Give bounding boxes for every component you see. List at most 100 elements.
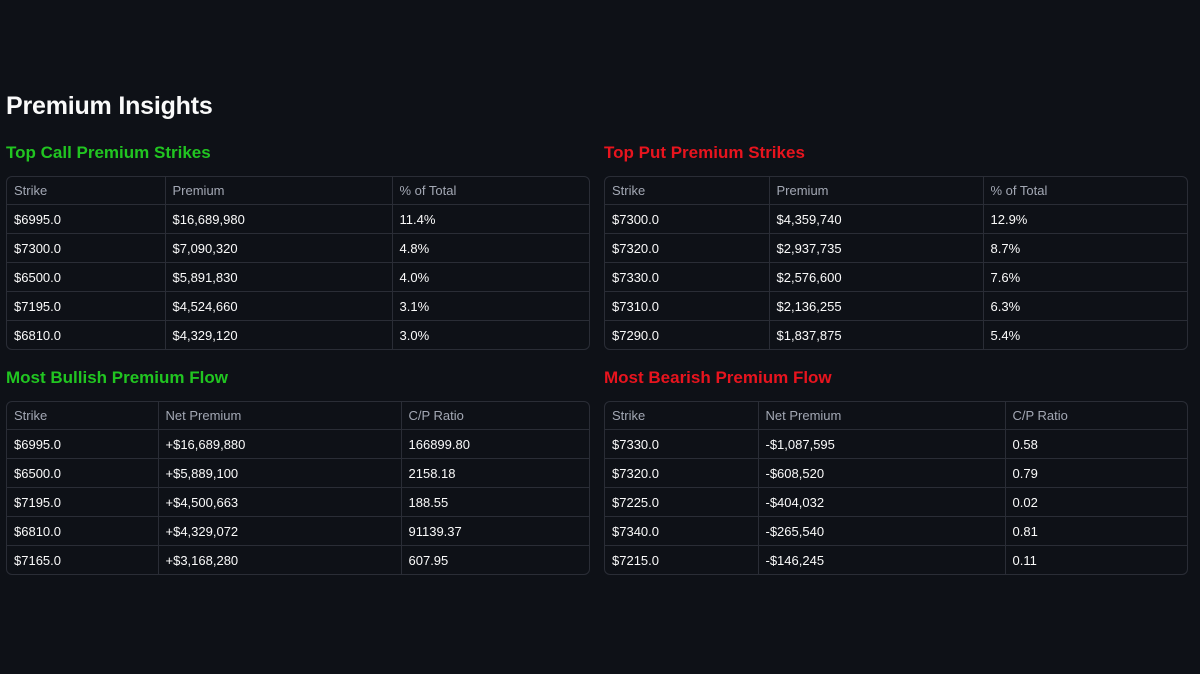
table-row: $7195.0 $4,524,660 3.1% (7, 291, 589, 321)
table-row: $7300.0 $7,090,320 4.8% (7, 233, 589, 263)
table-row: $6995.0 $16,689,980 11.4% (7, 204, 589, 234)
pct-total-cell[interactable]: 7.6% (983, 262, 1187, 292)
strike-cell[interactable]: $7330.0 (605, 262, 770, 292)
cp-ratio-cell[interactable]: 2158.18 (401, 458, 589, 488)
net-premium-cell[interactable]: -$404,032 (758, 487, 1006, 517)
premium-cell[interactable]: $16,689,980 (165, 204, 393, 234)
premium-cell[interactable]: $2,937,735 (769, 233, 984, 263)
cp-ratio-cell[interactable]: 0.11 (1012, 552, 1037, 568)
bullish-flow-table[interactable]: Strike Net Premium C/P Ratio $6995.0 +$16… (6, 401, 590, 575)
cp-ratio-cell[interactable]: 0.81 (1005, 516, 1187, 546)
strike-cell[interactable]: $7195.0 (7, 487, 159, 517)
premium-cell[interactable]: $4,329,120 (165, 320, 393, 349)
strike-cell[interactable]: $7320.0 (605, 458, 759, 488)
table-row: $7225.0 -$404,032 0.02 (605, 487, 1187, 517)
premium-cell[interactable]: $1,837,875 (769, 320, 984, 349)
column-header-premium[interactable]: Premium (165, 177, 393, 205)
table-row: $7330.0 -$1,087,595 0.58 (605, 429, 1187, 459)
column-header-pct-total[interactable]: % of Total (983, 177, 1187, 205)
cp-ratio-cell[interactable]: 0.58 (1005, 429, 1187, 459)
column-header-strike[interactable]: Strike (7, 402, 159, 430)
net-premium-cell[interactable]: -$146,245 (758, 545, 1006, 574)
strike-cell[interactable]: $7165.0 (7, 545, 159, 574)
net-premium-cell[interactable]: -$1,087,595 (758, 429, 1006, 459)
table-row: $7165.0 +$3,168,280 607.95 (7, 545, 589, 574)
column-header-strike[interactable]: Strike (605, 177, 770, 205)
table-header-row: Strike Premium % of Total (605, 177, 1187, 205)
strike-cell[interactable]: $7225.0 (605, 487, 759, 517)
table-header-row: Strike Premium % of Total (7, 177, 589, 205)
net-premium-cell[interactable]: +$4,500,663 (158, 487, 402, 517)
table-row: $6810.0 +$4,329,072 91139.37 (7, 516, 589, 546)
cp-ratio-cell[interactable]: 0.02 (1005, 487, 1187, 517)
pct-total-cell[interactable]: 6.3% (983, 291, 1187, 321)
strike-cell[interactable]: $7290.0 (605, 320, 770, 349)
strike-cell[interactable]: $7320.0 (605, 233, 770, 263)
pct-total-cell[interactable]: 4.8% (392, 233, 589, 263)
column-header-cp-ratio[interactable]: C/P Ratio (1005, 402, 1187, 430)
strike-cell[interactable]: $7195.0 (7, 291, 166, 321)
strike-cell[interactable]: $7215.0 (605, 545, 759, 574)
column-header-net-premium[interactable]: Net Premium (158, 402, 402, 430)
table-row: $6995.0 +$16,689,880 166899.80 (7, 429, 589, 459)
top-call-title: Top Call Premium Strikes (6, 143, 211, 162)
table-row: $6500.0 $5,891,830 4.0% (7, 262, 589, 292)
table-header-row: Strike Net Premium C/P Ratio (605, 402, 1187, 430)
premium-cell[interactable]: $4,524,660 (165, 291, 393, 321)
pct-total-cell[interactable]: 3.1% (392, 291, 589, 321)
table-row: $7215.0 -$146,245 0.11 (605, 545, 1187, 574)
net-premium-cell[interactable]: -$265,540 (758, 516, 1006, 546)
column-header-net-premium[interactable]: Net Premium (758, 402, 1006, 430)
top-put-section: Top Put Premium Strikes Strike Premium %… (604, 143, 1188, 350)
strike-cell[interactable]: $6810.0 (7, 516, 159, 546)
strike-cell[interactable]: $6995.0 (7, 204, 166, 234)
strike-cell[interactable]: $7330.0 (605, 429, 759, 459)
pct-total-cell[interactable]: 5.4% (990, 327, 1021, 343)
pct-total-cell[interactable]: 4.0% (392, 262, 589, 292)
net-premium-cell[interactable]: +$3,168,280 (158, 545, 402, 574)
bearish-flow-section: Most Bearish Premium Flow Strike Net Pre… (604, 368, 1188, 575)
strike-cell[interactable]: $6500.0 (7, 262, 166, 292)
cp-ratio-cell[interactable]: 188.55 (401, 487, 589, 517)
cp-ratio-cell[interactable]: 91139.37 (401, 516, 589, 546)
pct-total-cell[interactable]: 3.0% (399, 327, 430, 343)
strike-cell[interactable]: $7340.0 (605, 516, 759, 546)
pct-total-cell[interactable]: 11.4% (392, 204, 589, 234)
column-header-strike[interactable]: Strike (605, 402, 759, 430)
table-row: $7320.0 -$608,520 0.79 (605, 458, 1187, 488)
premium-cell[interactable]: $7,090,320 (165, 233, 393, 263)
strike-cell[interactable]: $7300.0 (605, 204, 770, 234)
column-header-pct-total[interactable]: % of Total (392, 177, 589, 205)
pct-total-cell[interactable]: 8.7% (983, 233, 1187, 263)
bearish-flow-table[interactable]: Strike Net Premium C/P Ratio $7330.0 -$1,… (604, 401, 1188, 575)
table-row: $7330.0 $2,576,600 7.6% (605, 262, 1187, 292)
bearish-flow-title: Most Bearish Premium Flow (604, 368, 832, 387)
net-premium-cell[interactable]: +$4,329,072 (158, 516, 402, 546)
cp-ratio-cell[interactable]: 607.95 (408, 552, 449, 568)
pct-total-cell[interactable]: 12.9% (983, 204, 1187, 234)
premium-cell[interactable]: $4,359,740 (769, 204, 984, 234)
column-header-cp-ratio[interactable]: C/P Ratio (401, 402, 589, 430)
strike-cell[interactable]: $7310.0 (605, 291, 770, 321)
strike-cell[interactable]: $6810.0 (7, 320, 166, 349)
table-row: $7310.0 $2,136,255 6.3% (605, 291, 1187, 321)
table-row: $7340.0 -$265,540 0.81 (605, 516, 1187, 546)
premium-cell[interactable]: $2,576,600 (769, 262, 984, 292)
net-premium-cell[interactable]: +$16,689,880 (158, 429, 402, 459)
table-row: $7290.0 $1,837,875 5.4% (605, 320, 1187, 349)
cp-ratio-cell[interactable]: 166899.80 (401, 429, 589, 459)
column-header-premium[interactable]: Premium (769, 177, 984, 205)
cp-ratio-cell[interactable]: 0.79 (1005, 458, 1187, 488)
strike-cell[interactable]: $6500.0 (7, 458, 159, 488)
net-premium-cell[interactable]: -$608,520 (758, 458, 1006, 488)
top-put-table[interactable]: Strike Premium % of Total $7300.0 $4,359,… (604, 176, 1188, 350)
table-row: $6810.0 $4,329,120 3.0% (7, 320, 589, 349)
column-header-strike[interactable]: Strike (7, 177, 166, 205)
net-premium-cell[interactable]: +$5,889,100 (158, 458, 402, 488)
premium-cell[interactable]: $2,136,255 (769, 291, 984, 321)
strike-cell[interactable]: $6995.0 (7, 429, 159, 459)
premium-cell[interactable]: $5,891,830 (165, 262, 393, 292)
page-title: Premium Insights (6, 92, 213, 120)
top-call-table[interactable]: Strike Premium % of Total $6995.0 $16,689… (6, 176, 590, 350)
strike-cell[interactable]: $7300.0 (7, 233, 166, 263)
